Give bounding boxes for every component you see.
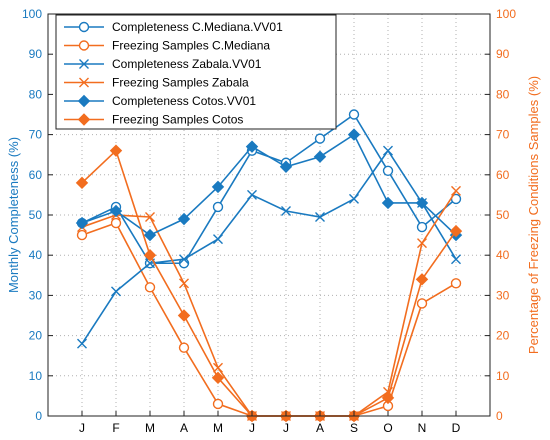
x-tick-label: J (249, 421, 255, 435)
y-tick-right-label: 30 (496, 288, 510, 302)
y-tick-right-label: 90 (496, 47, 510, 61)
y-tick-right-label: 70 (496, 128, 510, 142)
x-tick-label: F (112, 421, 119, 435)
legend: Completeness C.Mediana.VV01 Freezing Samp… (55, 14, 337, 130)
x-tick-label: O (383, 421, 392, 435)
x-tick-label: J (283, 421, 289, 435)
y-tick-left-label: 100 (22, 7, 42, 21)
legend-5-point (77, 94, 91, 108)
series-5-point (415, 196, 429, 210)
series-2-point (450, 278, 462, 289)
y-axis-left-title: Monthly Completeness (%) (6, 137, 21, 293)
y-tick-left-label: 90 (29, 47, 43, 61)
series-5-point (347, 128, 361, 141)
legend-2-point (78, 40, 90, 51)
series-6-point (449, 224, 463, 238)
y-tick-right-label: 50 (496, 208, 510, 222)
series-2-point (178, 342, 190, 353)
legend-4-point (79, 77, 89, 88)
series-4-point (451, 185, 461, 196)
x-tick-label: S (350, 421, 358, 435)
series-6-point (109, 144, 123, 157)
series-6-point (211, 371, 225, 385)
series-3-point (247, 189, 257, 200)
series-3-point (77, 338, 87, 349)
y-tick-left-label: 80 (29, 87, 43, 101)
series-6-point (415, 273, 429, 286)
y-tick-left-label: 10 (29, 369, 43, 383)
series-6-point (75, 176, 89, 190)
y-tick-right-label: 40 (496, 248, 510, 262)
y-axis-right-title: Percentage of Freezing Conditions Sample… (526, 76, 541, 354)
series-5-point (143, 228, 157, 242)
series-3-point (213, 234, 223, 245)
series-5-point (279, 160, 293, 173)
y-tick-left-label: 30 (29, 288, 43, 302)
y-tick-left-label: 40 (29, 248, 43, 262)
y-tick-right-label: 60 (496, 168, 510, 182)
y-tick-right-label: 100 (496, 7, 516, 21)
ticks: 0 10 20 30 40 50 60 70 80 90 100 0 10 20 30 40 50 60 70 80 9… (22, 7, 516, 435)
y-tick-right-label: 10 (496, 369, 510, 383)
series-1-point (416, 221, 428, 233)
legend-box (55, 14, 337, 130)
y-tick-right-label: 0 (496, 409, 503, 423)
x-tick-label: A (180, 421, 188, 435)
legend-1-point (78, 21, 90, 33)
y-tick-right-label: 20 (496, 329, 510, 343)
series-3-point (451, 254, 461, 265)
series-4-point (417, 238, 427, 249)
legend-6-point (77, 113, 91, 126)
series-3-point (315, 212, 325, 223)
x-tick-label: M (213, 421, 223, 435)
series-3-point (179, 254, 189, 265)
series-4-point (179, 278, 189, 289)
series-3-point (349, 193, 359, 204)
series-5-point (75, 216, 89, 230)
series-1-point (212, 201, 224, 213)
series-3-point (111, 286, 121, 297)
series-3-point (383, 145, 393, 156)
series-5-point (245, 140, 259, 153)
series-5-point (177, 212, 191, 226)
legend-3-point (79, 59, 89, 69)
x-tick-label: D (452, 421, 461, 435)
y-tick-left-label: 20 (29, 329, 43, 343)
series-1-point (314, 133, 326, 144)
series-2-point (110, 217, 122, 229)
series-5-point (109, 204, 123, 218)
series-6-point (381, 391, 395, 405)
y-tick-left-label: 0 (35, 409, 42, 423)
legend-label: Freezing Samples Zabala (112, 76, 249, 90)
series-5-point (211, 180, 225, 194)
series-6-point (143, 248, 157, 262)
legend-label: Freezing Samples C.Mediana (112, 39, 270, 53)
series-5-point (381, 196, 395, 210)
series-6-point (177, 309, 191, 322)
y-tick-right-label: 80 (496, 87, 510, 101)
y-tick-left-label: 50 (29, 208, 43, 222)
series-3-line (81, 149, 457, 345)
series-1-point (348, 109, 360, 120)
series-3-point (281, 205, 291, 216)
x-tick-label: M (145, 421, 155, 435)
series-4-point (145, 212, 155, 223)
legend-label: Completeness Zabala.VV01 (112, 57, 262, 71)
series-2-point (76, 229, 88, 241)
legend-label: Completeness Cotos.VV01 (112, 94, 256, 108)
series-1-point (382, 165, 394, 176)
series-2-point (212, 398, 224, 410)
series-2-point (416, 298, 428, 309)
series-2-point (144, 282, 156, 293)
series-5-point (313, 150, 327, 163)
series-5 (75, 128, 463, 242)
y-tick-left-label: 70 (29, 128, 43, 142)
x-tick-label: J (79, 421, 85, 435)
legend-label: Completeness C.Mediana.VV01 (112, 20, 283, 34)
legend-label: Freezing Samples Cotos (112, 113, 243, 127)
y-tick-left-label: 60 (29, 168, 43, 182)
x-tick-label: A (316, 421, 324, 435)
x-tick-label: N (418, 421, 427, 435)
